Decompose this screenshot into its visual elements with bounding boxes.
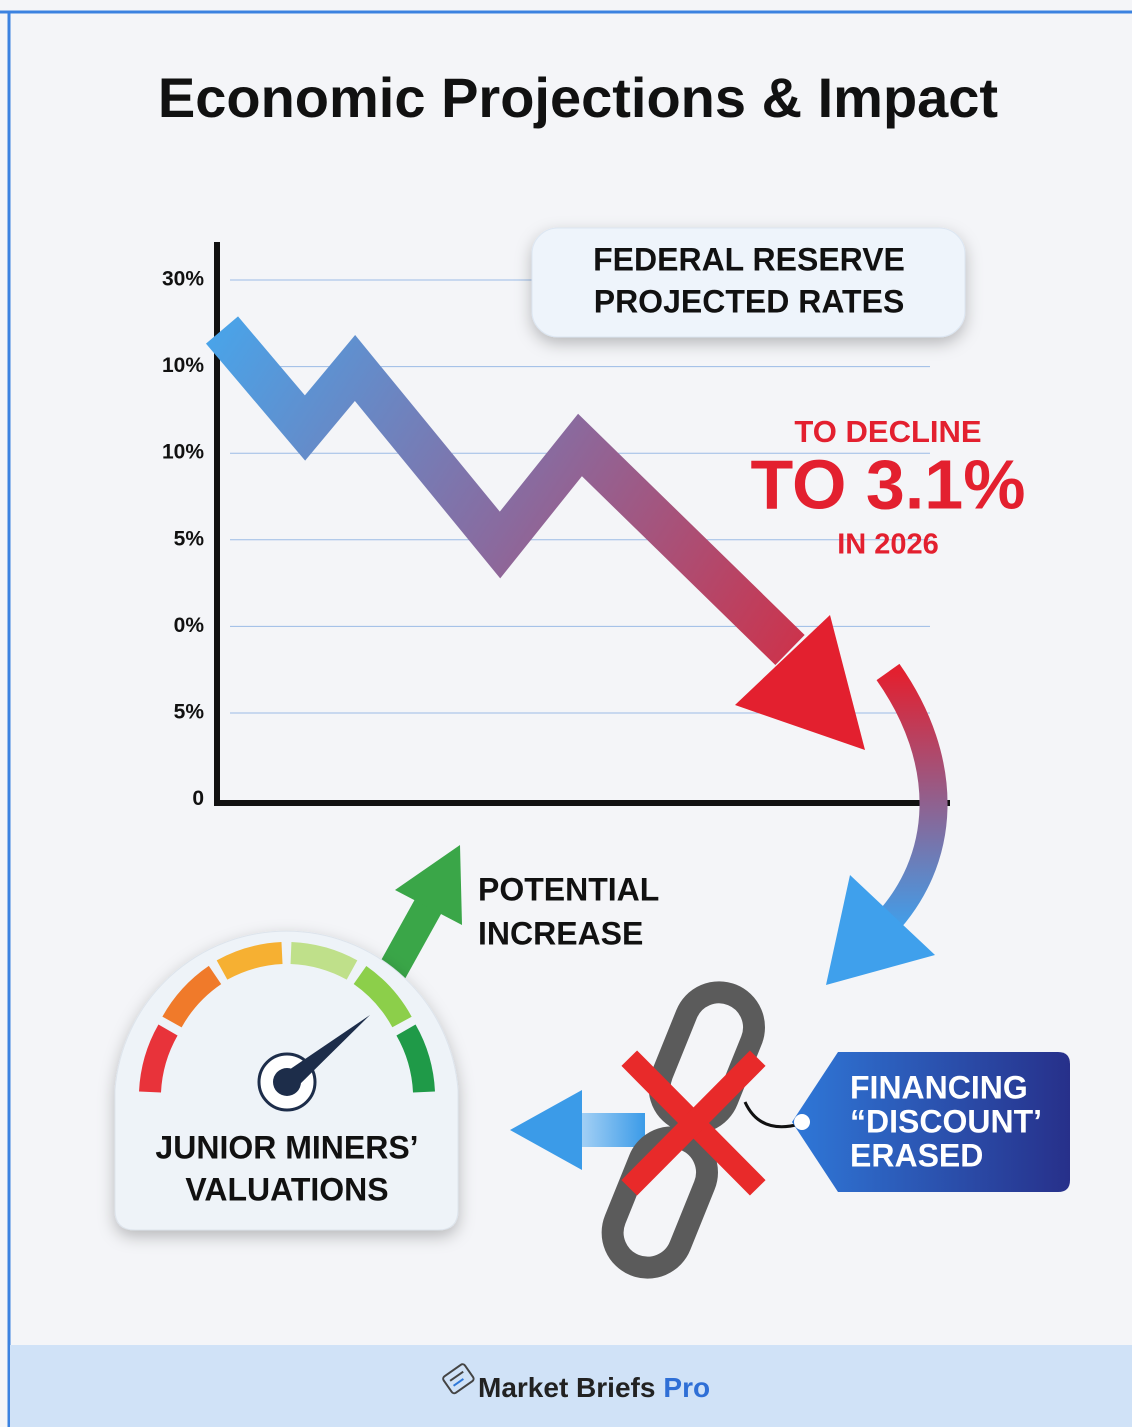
y-tick-label: 0	[192, 787, 204, 810]
callout-line: FEDERAL RESERVE	[593, 241, 905, 277]
infographic: Economic Projections & Impact 30% 10% 10% 5…	[0, 0, 1132, 1427]
gauge-label: VALUATIONS	[185, 1171, 388, 1207]
tag-text: “DISCOUNT’	[850, 1103, 1042, 1139]
decline-label: TO DECLINE	[794, 414, 981, 449]
brand-suffix: Pro	[663, 1372, 710, 1403]
tag-text: ERASED	[850, 1137, 983, 1173]
gauge-hub	[273, 1068, 301, 1096]
y-tick-label: 30%	[162, 268, 204, 291]
tag-hole	[794, 1114, 810, 1130]
title: Economic Projections & Impact	[158, 66, 998, 129]
decline-year: IN 2026	[837, 529, 939, 561]
tag-text: FINANCING	[850, 1069, 1028, 1105]
gauge-label: JUNIOR MINERS’	[155, 1129, 418, 1165]
y-tick-label: 10%	[162, 441, 204, 464]
y-tick-label: 10%	[162, 354, 204, 377]
y-tick-label: 5%	[174, 527, 205, 550]
decline-value: TO 3.1%	[751, 445, 1026, 523]
increase-label: POTENTIAL	[478, 871, 659, 907]
y-tick-label: 0%	[174, 614, 205, 637]
callout-line: PROJECTED RATES	[594, 283, 905, 319]
footer-brand: Market Briefs Pro	[478, 1372, 710, 1403]
page: {"header":{"title":"Economic Projections…	[0, 0, 1132, 1427]
y-tick-label: 5%	[174, 701, 205, 724]
increase-label: INCREASE	[478, 915, 643, 951]
brand-name: Market Briefs	[478, 1372, 655, 1403]
